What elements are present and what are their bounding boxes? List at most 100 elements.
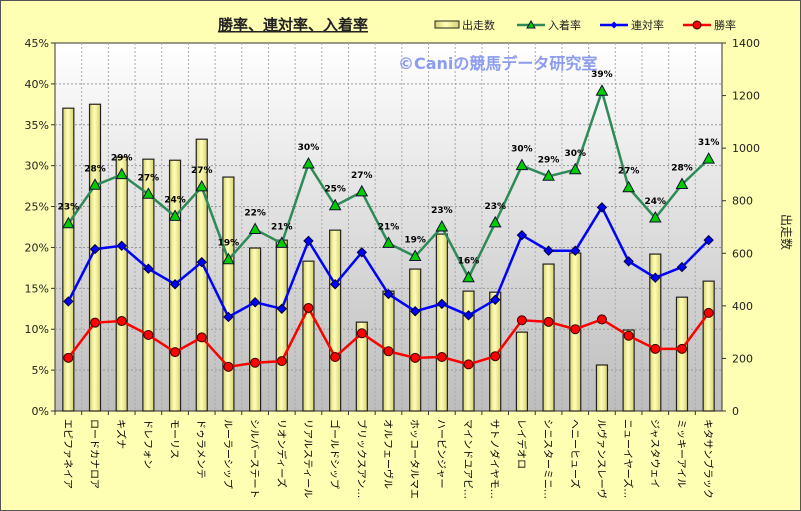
point-勝率 (543, 316, 554, 327)
x-tick-label: キズナ (115, 419, 128, 449)
point-連対率 (596, 202, 608, 213)
point-入着率 (142, 187, 155, 199)
legend-marker (526, 19, 536, 29)
bar-出走数 (222, 176, 235, 412)
y-tick-label: 25% (25, 201, 49, 214)
point-連対率 (543, 245, 554, 256)
point-入着率 (488, 215, 502, 228)
x-tick-label: ルーラーシップ (221, 419, 233, 489)
point-勝率 (196, 332, 207, 343)
x-tick-label: ゴールドシップ (328, 419, 341, 489)
point-入着率 (462, 270, 475, 283)
y2-tick-label: 400 (732, 300, 753, 313)
point-入着率 (222, 252, 235, 265)
data-label-入着率: 27% (618, 167, 640, 177)
data-label-入着率: 19% (218, 239, 240, 249)
bar-出走数 (302, 260, 315, 412)
legend-marker (692, 20, 702, 30)
point-勝率 (63, 352, 74, 363)
bar-出走数 (249, 247, 262, 412)
data-label-入着率: 30% (564, 149, 586, 159)
point-勝率 (596, 314, 607, 325)
point-勝率 (250, 357, 261, 368)
y-tick-label: 5% (32, 364, 49, 377)
point-勝率 (276, 356, 287, 367)
data-label-入着率: 27% (191, 166, 213, 176)
y2-tick-label: 800 (732, 195, 753, 208)
point-連対率 (143, 263, 154, 274)
y2-axis-label: 出走数 (779, 214, 794, 250)
bar-出走数 (595, 364, 609, 412)
x-tick-label: ドゥラメンテ (195, 419, 207, 479)
bar-出走数 (462, 290, 475, 412)
point-連対率 (623, 256, 634, 267)
data-label-入着率: 21% (378, 222, 400, 232)
point-勝率 (436, 352, 447, 363)
point-入着率 (88, 178, 102, 190)
x-tick-label: レイデオロ (515, 419, 528, 469)
point-勝率 (90, 317, 101, 328)
y-tick-label: 20% (25, 241, 49, 254)
x-tick-label: リアルスティール (301, 419, 312, 498)
data-label-入着率: 23% (431, 206, 453, 216)
axes: 0% 5% 10% 15% 20% 25% 30% 35% 40% 45% 0 200 400 600 80… (25, 37, 760, 499)
point-勝率 (463, 359, 474, 370)
point-入着率 (328, 198, 342, 211)
y-tick-label: 35% (25, 119, 49, 132)
point-連対率 (383, 288, 394, 300)
x-tick-label: ルヴァンスレーヴ (595, 419, 608, 499)
x-tick-label: ヘニーヒューズ (568, 419, 581, 489)
bar-出走数 (115, 156, 128, 412)
point-勝率 (650, 343, 661, 354)
bar-出走数 (515, 331, 529, 412)
x-tick-label: ジャスタウェイ (648, 419, 660, 489)
point-連対率 (463, 310, 474, 321)
point-連対率 (196, 256, 207, 268)
point-入着率 (515, 158, 529, 171)
bar-出走数 (62, 107, 75, 412)
point-入着率 (248, 222, 262, 234)
point-連対率 (63, 296, 74, 307)
point-勝率 (116, 316, 127, 327)
x-tick-label: キタサンブラック (702, 419, 715, 499)
point-入着率 (648, 210, 662, 223)
legend: 出走数 入着率 連対率 勝率 (434, 18, 736, 32)
x-tick-label: リオンディーズ (275, 419, 288, 488)
y-tick-label: 10% (25, 323, 49, 336)
point-入着率 (275, 236, 289, 248)
point-入着率 (622, 180, 635, 193)
point-勝率 (356, 328, 367, 339)
point-勝率 (303, 302, 314, 313)
bar-出走数 (649, 253, 662, 412)
bar-出走数 (275, 239, 288, 412)
x-tick-label: ミッキーアイル (675, 419, 686, 488)
point-勝率 (143, 329, 154, 340)
point-連対率 (703, 234, 714, 246)
data-label-入着率: 25% (324, 185, 346, 195)
point-入着率 (302, 156, 315, 169)
point-連対率 (356, 247, 368, 258)
data-label-入着率: 31% (698, 138, 720, 148)
y2-tick-label: 0 (732, 405, 739, 418)
data-label-入着率: 28% (84, 164, 106, 174)
x-tick-label: オルフェーヴル (382, 419, 395, 489)
y2-tick-label: 1400 (732, 37, 760, 50)
bar-出走数 (329, 229, 342, 412)
point-勝率 (623, 330, 634, 341)
point-連対率 (116, 240, 127, 252)
point-勝率 (330, 352, 341, 363)
x-tick-label: シルバーステート (248, 419, 260, 499)
point-連対率 (276, 303, 287, 314)
x-tick-label: シニスターミニ… (542, 419, 554, 499)
data-label-入着率: 29% (111, 154, 133, 164)
data-label-入着率: 27% (138, 173, 160, 183)
data-label-入着率: 19% (404, 235, 426, 245)
data-label-入着率: 23% (484, 202, 506, 212)
data-label-入着率: 16% (458, 257, 480, 267)
x-tick-label: マインドユアビ… (462, 419, 474, 499)
point-連対率 (436, 298, 448, 310)
point-連対率 (303, 235, 314, 247)
data-label-入着率: 27% (351, 171, 373, 181)
point-連対率 (409, 306, 421, 317)
